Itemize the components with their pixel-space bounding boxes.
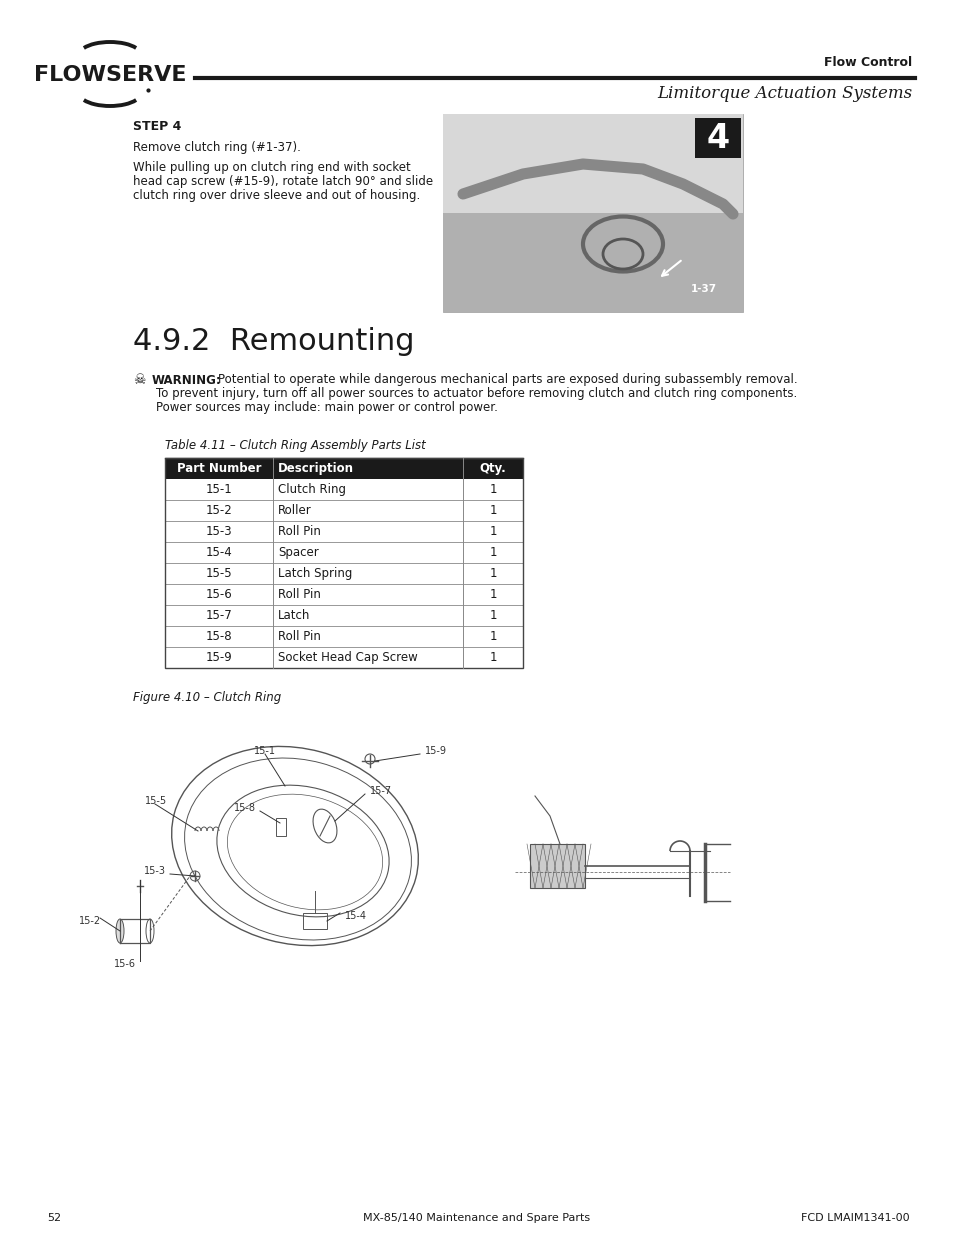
Bar: [165, 647, 522, 668]
Text: Latch Spring: Latch Spring: [277, 567, 352, 580]
Bar: [442, 114, 742, 212]
Text: 15-3: 15-3: [206, 525, 233, 538]
Text: MX-85/140 Maintenance and Spare Parts: MX-85/140 Maintenance and Spare Parts: [363, 1213, 590, 1223]
Text: 15-8: 15-8: [233, 803, 255, 813]
Text: Potential to operate while dangerous mechanical parts are exposed during subasse: Potential to operate while dangerous mec…: [218, 373, 797, 387]
Bar: [530, 844, 584, 888]
Text: 15-7: 15-7: [370, 785, 392, 797]
Text: 15-6: 15-6: [206, 588, 233, 601]
Text: 15-4: 15-4: [206, 546, 233, 559]
Text: 15-2: 15-2: [79, 916, 101, 926]
Text: 1: 1: [489, 588, 497, 601]
Text: Roll Pin: Roll Pin: [277, 630, 320, 643]
Text: 1: 1: [489, 609, 497, 622]
Text: WARNING:: WARNING:: [152, 373, 221, 387]
Bar: [165, 605, 522, 626]
Text: Figure 4.10 – Clutch Ring: Figure 4.10 – Clutch Ring: [132, 692, 281, 704]
Bar: [165, 563, 522, 584]
Text: 1: 1: [489, 483, 497, 496]
Text: 1: 1: [489, 630, 497, 643]
Text: 1: 1: [489, 567, 497, 580]
Text: Table 4.11 – Clutch Ring Assembly Parts List: Table 4.11 – Clutch Ring Assembly Parts …: [165, 440, 425, 452]
Text: STEP 4: STEP 4: [132, 121, 181, 133]
Text: 1: 1: [489, 546, 497, 559]
Text: 15-5: 15-5: [206, 567, 233, 580]
Text: 1-37: 1-37: [690, 284, 717, 294]
Bar: [165, 626, 522, 647]
Text: 1: 1: [489, 651, 497, 664]
Text: 4: 4: [706, 121, 729, 154]
Text: ☠: ☠: [132, 373, 146, 387]
Text: 15-4: 15-4: [345, 911, 367, 921]
Text: clutch ring over drive sleeve and out of housing.: clutch ring over drive sleeve and out of…: [132, 189, 420, 203]
Bar: [303, 913, 327, 929]
Text: 1: 1: [489, 525, 497, 538]
Bar: [165, 500, 522, 521]
Bar: [165, 584, 522, 605]
Text: FLOWSERVE: FLOWSERVE: [33, 65, 186, 85]
Text: 4.9.2  Remounting: 4.9.2 Remounting: [132, 327, 414, 357]
Text: Roller: Roller: [277, 504, 312, 517]
Text: Remove clutch ring (#1-37).: Remove clutch ring (#1-37).: [132, 142, 300, 154]
Text: Roll Pin: Roll Pin: [277, 525, 320, 538]
Text: Clutch Ring: Clutch Ring: [277, 483, 346, 496]
Text: 15-1: 15-1: [206, 483, 233, 496]
Bar: [165, 458, 522, 479]
Text: 15-1: 15-1: [253, 746, 275, 756]
Text: 15-9: 15-9: [206, 651, 233, 664]
Bar: [275, 818, 286, 836]
Text: Latch: Latch: [277, 609, 310, 622]
Text: While pulling up on clutch ring end with socket: While pulling up on clutch ring end with…: [132, 162, 411, 174]
Bar: [165, 458, 522, 668]
Text: 15-5: 15-5: [145, 797, 167, 806]
Text: 15-8: 15-8: [206, 630, 233, 643]
Text: 15-6: 15-6: [113, 960, 136, 969]
Bar: [165, 542, 522, 563]
Text: Spacer: Spacer: [277, 546, 318, 559]
Bar: [165, 521, 522, 542]
Text: 15-3: 15-3: [144, 866, 166, 876]
Text: Power sources may include: main power or control power.: Power sources may include: main power or…: [156, 401, 497, 415]
Text: Socket Head Cap Screw: Socket Head Cap Screw: [277, 651, 417, 664]
Text: Description: Description: [277, 462, 354, 475]
Text: Qty.: Qty.: [479, 462, 506, 475]
Text: 52: 52: [47, 1213, 61, 1223]
Text: 1: 1: [489, 504, 497, 517]
Text: 15-7: 15-7: [206, 609, 233, 622]
Bar: [442, 212, 742, 312]
Text: 15-2: 15-2: [206, 504, 233, 517]
Bar: [695, 119, 740, 158]
Bar: [165, 479, 522, 500]
Text: Limitorque Actuation Systems: Limitorque Actuation Systems: [657, 85, 911, 103]
Text: head cap screw (#15-9), rotate latch 90° and slide: head cap screw (#15-9), rotate latch 90°…: [132, 175, 433, 189]
Text: Part Number: Part Number: [176, 462, 261, 475]
Text: To prevent injury, turn off all power sources to actuator before removing clutch: To prevent injury, turn off all power so…: [156, 388, 797, 400]
Bar: [442, 114, 742, 312]
Text: Roll Pin: Roll Pin: [277, 588, 320, 601]
Text: Flow Control: Flow Control: [823, 56, 911, 68]
Text: FCD LMAIM1341-00: FCD LMAIM1341-00: [801, 1213, 909, 1223]
Text: 15-9: 15-9: [424, 746, 447, 756]
Ellipse shape: [116, 919, 124, 944]
